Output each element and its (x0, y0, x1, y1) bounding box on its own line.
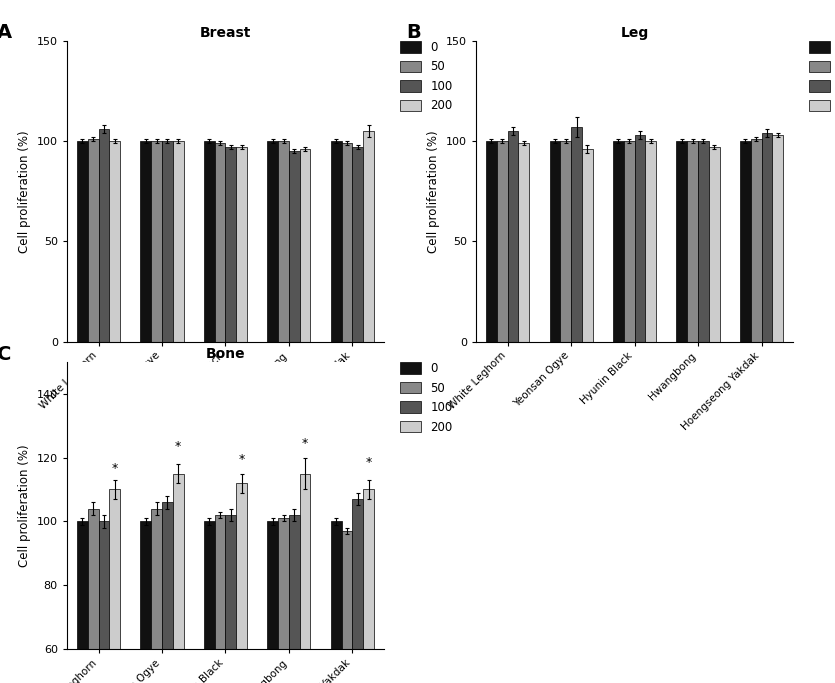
Text: *: * (175, 440, 181, 453)
Bar (162, 141, 173, 342)
Bar (698, 141, 709, 342)
Bar (300, 149, 311, 342)
Bar (342, 143, 352, 342)
Bar (289, 515, 300, 683)
Title: Leg: Leg (620, 26, 649, 40)
Y-axis label: Cell proliferation (%): Cell proliferation (%) (18, 444, 31, 567)
Bar (140, 141, 151, 342)
Bar (109, 141, 120, 342)
Bar (486, 141, 497, 342)
Legend: 0, 50, 100, 200: 0, 50, 100, 200 (399, 362, 453, 434)
Title: Bone: Bone (205, 347, 245, 361)
Bar (267, 521, 278, 683)
Bar (624, 141, 635, 342)
Bar (613, 141, 624, 342)
Legend: 0, 50, 100, 200: 0, 50, 100, 200 (399, 41, 453, 112)
Bar (88, 509, 99, 683)
Bar (109, 490, 120, 683)
Bar (342, 531, 352, 683)
Bar (215, 143, 225, 342)
Bar (236, 483, 247, 683)
Bar (331, 141, 342, 342)
Legend: 0, 50, 100, 200: 0, 50, 100, 200 (808, 41, 835, 112)
Bar (772, 135, 783, 342)
Bar (331, 521, 342, 683)
Bar (289, 151, 300, 342)
Bar (352, 499, 363, 683)
Bar (549, 141, 560, 342)
Bar (762, 133, 772, 342)
Bar (225, 515, 236, 683)
Bar (497, 141, 508, 342)
Text: *: * (302, 436, 308, 449)
Bar (635, 135, 645, 342)
Text: B: B (406, 23, 421, 42)
Bar (560, 141, 571, 342)
Bar (709, 147, 720, 342)
Bar (300, 473, 311, 683)
Bar (77, 521, 88, 683)
Bar (740, 141, 751, 342)
Y-axis label: Cell proliferation (%): Cell proliferation (%) (428, 130, 440, 253)
Bar (215, 515, 225, 683)
Bar (687, 141, 698, 342)
Bar (363, 131, 374, 342)
Text: C: C (0, 345, 12, 364)
Bar (571, 127, 582, 342)
Bar (751, 139, 762, 342)
Bar (204, 141, 215, 342)
Bar (162, 502, 173, 683)
Title: Breast: Breast (200, 26, 251, 40)
Bar (267, 141, 278, 342)
Text: *: * (112, 462, 118, 475)
Bar (236, 147, 247, 342)
Bar (99, 521, 109, 683)
Bar (352, 147, 363, 342)
Bar (173, 141, 184, 342)
Bar (151, 141, 162, 342)
Bar (582, 149, 593, 342)
Bar (645, 141, 656, 342)
Bar (519, 143, 529, 342)
Bar (151, 509, 162, 683)
Text: A: A (0, 23, 13, 42)
Bar (676, 141, 687, 342)
Bar (278, 141, 289, 342)
Bar (88, 139, 99, 342)
Bar (363, 490, 374, 683)
Text: *: * (239, 453, 245, 466)
Bar (140, 521, 151, 683)
Bar (204, 521, 215, 683)
Bar (225, 147, 236, 342)
Text: *: * (366, 456, 372, 469)
Y-axis label: Cell proliferation (%): Cell proliferation (%) (18, 130, 31, 253)
Bar (278, 518, 289, 683)
Bar (508, 131, 519, 342)
Bar (77, 141, 88, 342)
Bar (173, 473, 184, 683)
Bar (99, 129, 109, 342)
